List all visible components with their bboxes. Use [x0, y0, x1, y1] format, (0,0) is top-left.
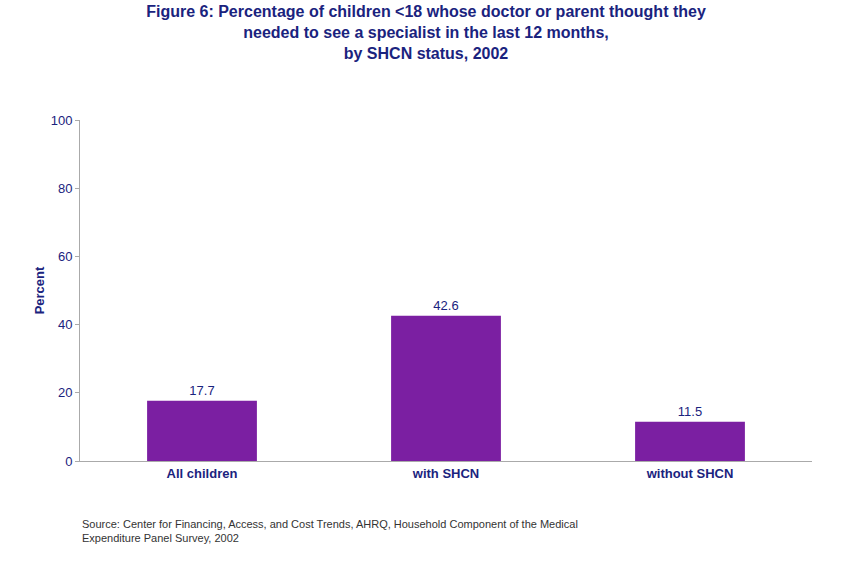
svg-text:with SHCN: with SHCN	[412, 466, 479, 481]
svg-text:Figure 6: Percentage of childr: Figure 6: Percentage of children <18 who…	[146, 3, 706, 62]
svg-text:60: 60	[58, 249, 72, 264]
svg-text:80: 80	[58, 181, 72, 196]
svg-text:17.7: 17.7	[189, 383, 214, 398]
svg-text:42.6: 42.6	[433, 298, 458, 313]
svg-text:20: 20	[58, 385, 72, 400]
svg-text:40: 40	[58, 317, 72, 332]
svg-text:100: 100	[51, 113, 73, 128]
svg-text:All children: All children	[167, 466, 238, 481]
svg-text:Source: Center for Financing,: Source: Center for Financing, Access, an…	[82, 518, 578, 544]
svg-text:0: 0	[65, 454, 72, 469]
svg-text:without SHCN: without SHCN	[646, 466, 734, 481]
svg-text:Percent: Percent	[32, 266, 47, 314]
svg-text:11.5: 11.5	[678, 404, 702, 419]
